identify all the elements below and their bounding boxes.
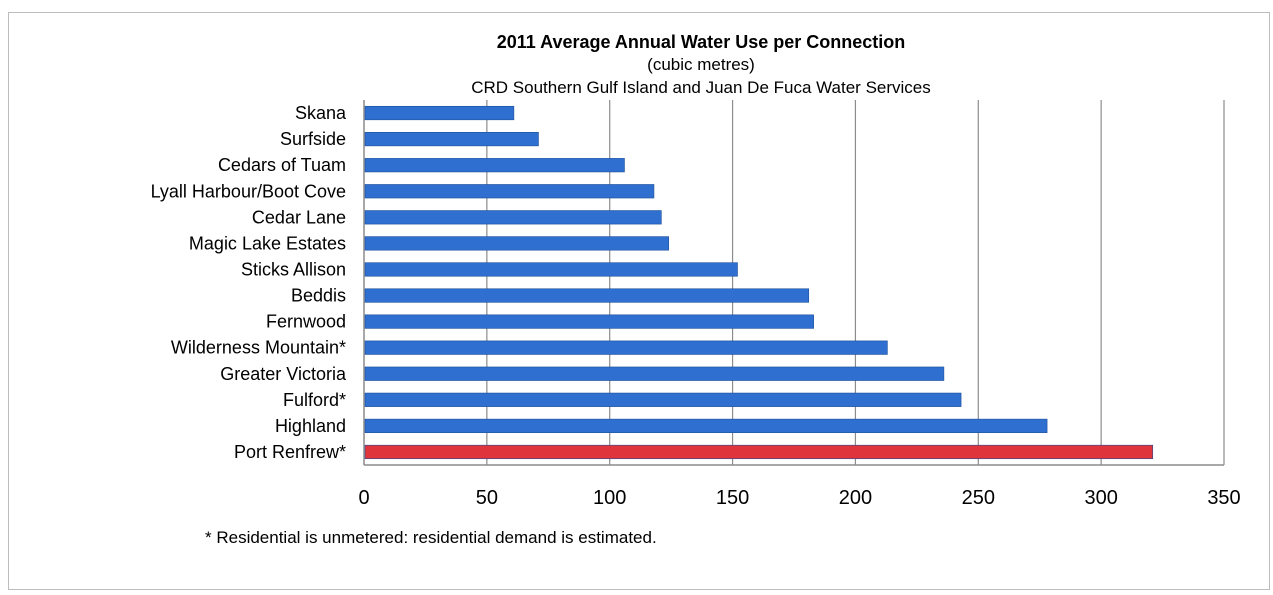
category-label: Beddis [291, 286, 346, 306]
bar [364, 366, 945, 381]
bar [364, 444, 1154, 460]
bar [364, 288, 810, 303]
x-tick-label: 350 [1207, 487, 1240, 509]
bar [364, 314, 814, 329]
bar [364, 132, 539, 147]
bar [364, 340, 888, 355]
x-tick-label: 250 [962, 487, 995, 509]
bar [364, 418, 1048, 433]
category-label: Port Renfrew* [234, 442, 346, 462]
x-tick-label: 50 [476, 487, 498, 509]
category-label: Magic Lake Estates [189, 233, 346, 253]
category-label: Wilderness Mountain* [171, 338, 346, 358]
bar [364, 105, 515, 121]
chart-title: 2011 Average Annual Water Use per Connec… [497, 32, 905, 52]
bar [364, 210, 662, 225]
category-label: Greater Victoria [220, 364, 347, 384]
category-label: Skana [295, 103, 347, 123]
category-label: Cedar Lane [252, 207, 346, 227]
x-tick-labels: 0 50 100 150 200 250 300 350 [358, 487, 1240, 509]
x-tick-label: 0 [358, 487, 369, 509]
category-label: Surfside [280, 129, 346, 149]
category-label: Lyall Harbour/Boot Cove [151, 181, 346, 201]
bar [364, 158, 625, 173]
bar [364, 236, 669, 251]
x-tick-label: 100 [593, 487, 626, 509]
chart-frame [8, 12, 1270, 590]
gridlines [363, 100, 1225, 466]
chart-subtitle-units: (cubic metres) [647, 55, 755, 74]
chart-subtitle-services: CRD Southern Gulf Island and Juan De Fuc… [471, 78, 931, 97]
x-tick-label: 150 [716, 487, 749, 509]
bars [364, 105, 1154, 460]
bar [364, 184, 655, 199]
x-tick-label: 200 [839, 487, 872, 509]
category-label: Highland [275, 416, 346, 436]
category-label: Fernwood [266, 312, 346, 332]
bar [364, 392, 962, 407]
category-label: Fulford* [283, 390, 346, 410]
bar [364, 262, 738, 277]
x-tick-label: 300 [1084, 487, 1117, 509]
category-labels: Skana Surfside Cedars of Tuam Lyall Harbour… [151, 103, 347, 462]
category-label: Sticks Allison [241, 259, 346, 279]
category-label: Cedars of Tuam [218, 155, 346, 175]
footnote: * Residential is unmetered: residential … [205, 528, 657, 547]
